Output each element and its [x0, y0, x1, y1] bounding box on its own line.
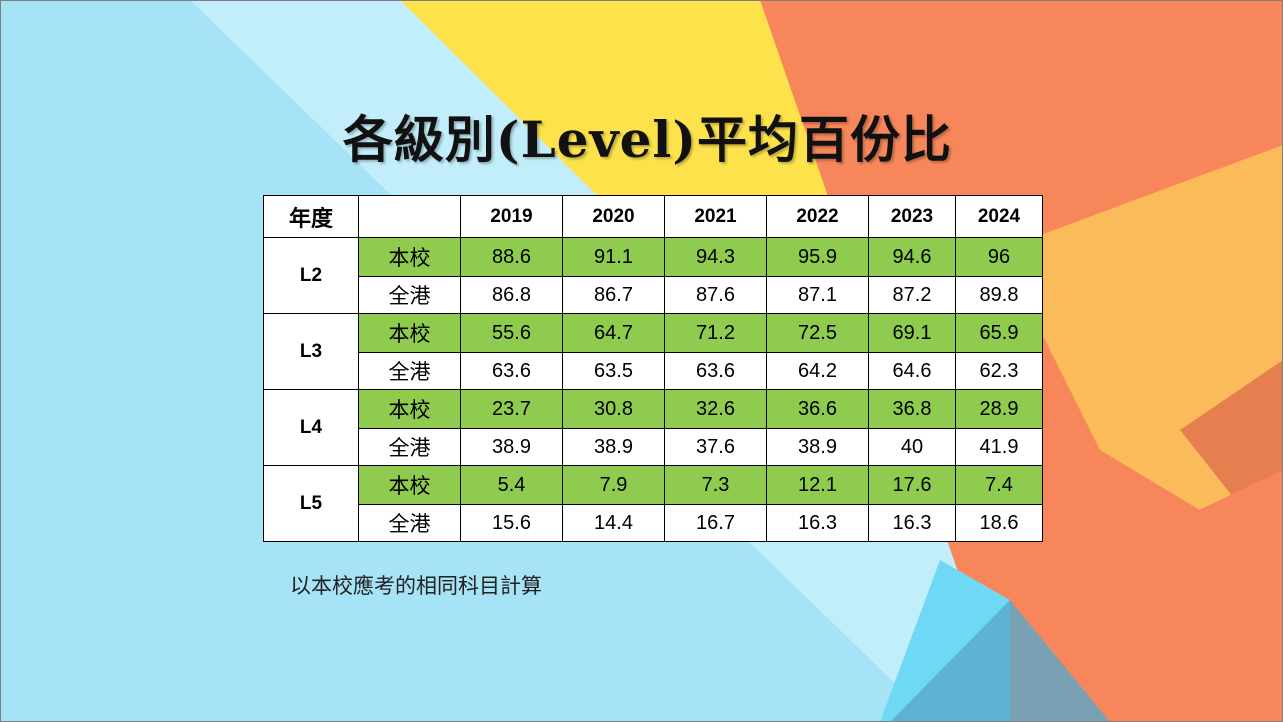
table-cell: 86.7	[562, 276, 665, 314]
table-row: 全港 63.6 63.5 63.6 64.2 64.6 62.3	[264, 352, 1043, 390]
table-row: 全港 38.9 38.9 37.6 38.9 40 41.9	[264, 428, 1043, 466]
level-label: L5	[263, 465, 359, 542]
row-source-label: 全港	[358, 504, 461, 542]
table-cell: 37.6	[664, 428, 767, 466]
level-label: L4	[263, 389, 359, 466]
table-cell: 62.3	[955, 352, 1043, 390]
year-header: 2024	[955, 195, 1043, 238]
level-label: L3	[263, 313, 359, 390]
table-cell: 23.7	[460, 389, 563, 429]
slide-title: 各級別(Level)平均百份比	[342, 110, 953, 169]
footnote: 以本校應考的相同科目計算	[290, 574, 542, 598]
table-cell: 63.5	[562, 352, 665, 390]
table-cell: 87.1	[766, 276, 869, 314]
table-cell: 16.3	[868, 504, 956, 542]
table-cell: 64.6	[868, 352, 956, 390]
table-cell: 87.2	[868, 276, 956, 314]
table-cell: 86.8	[460, 276, 563, 314]
table-cell: 36.8	[868, 389, 956, 429]
table-cell: 15.6	[460, 504, 563, 542]
year-header: 2023	[868, 195, 956, 238]
table-cell: 71.2	[664, 313, 767, 353]
table-cell: 41.9	[955, 428, 1043, 466]
table-cell: 14.4	[562, 504, 665, 542]
table-cell: 64.2	[766, 352, 869, 390]
row-source-label: 全港	[358, 276, 461, 314]
table-cell: 69.1	[868, 313, 956, 353]
table-cell: 88.6	[460, 237, 563, 277]
year-corner-header: 年度	[263, 195, 359, 238]
table-cell: 7.3	[664, 465, 767, 505]
table-cell: 87.6	[664, 276, 767, 314]
table-cell: 91.1	[562, 237, 665, 277]
table-cell: 95.9	[766, 237, 869, 277]
blank-header	[358, 195, 461, 238]
table-cell: 64.7	[562, 313, 665, 353]
table-row: L2 本校 88.6 91.1 94.3 95.9 94.6 96	[263, 237, 1043, 314]
table-row: 全港 15.6 14.4 16.7 16.3 16.3 18.6	[264, 504, 1043, 542]
row-source-label: 全港	[358, 352, 461, 390]
table-cell: 18.6	[955, 504, 1043, 542]
row-source-label: 本校	[358, 313, 461, 353]
table-cell: 89.8	[955, 276, 1043, 314]
row-source-label: 本校	[358, 465, 461, 505]
table-cell: 38.9	[766, 428, 869, 466]
table-cell: 16.3	[766, 504, 869, 542]
table-row: L3 本校 55.6 64.7 71.2 72.5 69.1 65.9	[263, 313, 1043, 390]
table-header-row: 年度 2019 2020 2021 2022 2023 2024	[263, 195, 1043, 238]
row-source-label: 本校	[358, 389, 461, 429]
year-header: 2020	[562, 195, 665, 238]
table-cell: 32.6	[664, 389, 767, 429]
year-header: 2019	[460, 195, 563, 238]
level-label: L2	[263, 237, 359, 314]
table-cell: 55.6	[460, 313, 563, 353]
table-cell: 12.1	[766, 465, 869, 505]
row-source-label: 本校	[358, 237, 461, 277]
table-cell: 65.9	[955, 313, 1043, 353]
table-cell: 7.4	[955, 465, 1043, 505]
table-row: L4 本校 23.7 30.8 32.6 36.6 36.8 28.9	[263, 389, 1043, 466]
table-cell: 94.6	[868, 237, 956, 277]
table-cell: 63.6	[460, 352, 563, 390]
level-percentage-table: 年度 2019 2020 2021 2022 2023 2024 L2 本校 8…	[263, 195, 1043, 542]
table-cell: 30.8	[562, 389, 665, 429]
table-cell: 40	[868, 428, 956, 466]
row-source-label: 全港	[358, 428, 461, 466]
table-cell: 94.3	[664, 237, 767, 277]
table-cell: 38.9	[460, 428, 563, 466]
table-cell: 7.9	[562, 465, 665, 505]
table-cell: 36.6	[766, 389, 869, 429]
table-cell: 28.9	[955, 389, 1043, 429]
table-cell: 17.6	[868, 465, 956, 505]
year-header: 2021	[664, 195, 767, 238]
table-row: L5 本校 5.4 7.9 7.3 12.1 17.6 7.4	[263, 465, 1043, 542]
table-cell: 72.5	[766, 313, 869, 353]
table-cell: 5.4	[460, 465, 563, 505]
table-row: 全港 86.8 86.7 87.6 87.1 87.2 89.8	[264, 276, 1043, 314]
table-cell: 63.6	[664, 352, 767, 390]
table-cell: 38.9	[562, 428, 665, 466]
year-header: 2022	[766, 195, 869, 238]
table-cell: 96	[955, 237, 1043, 277]
table-cell: 16.7	[664, 504, 767, 542]
